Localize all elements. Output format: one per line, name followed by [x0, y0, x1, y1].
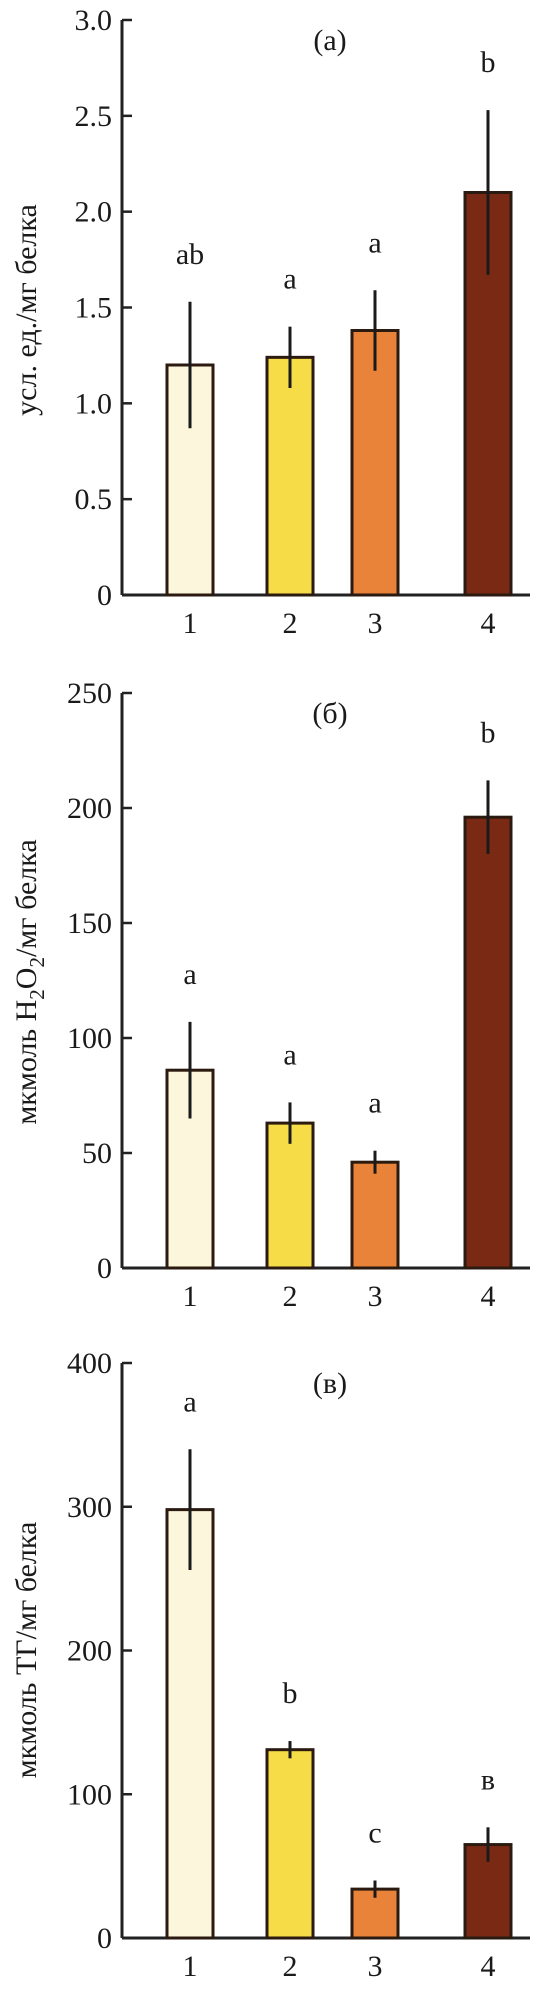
- y-tick-label: 300: [67, 1491, 112, 1524]
- significance-label: a: [368, 226, 381, 259]
- bar: [265, 355, 315, 597]
- bar: [265, 1121, 315, 1270]
- significance-label: b: [481, 46, 496, 79]
- label-part: /мг белка: [10, 839, 43, 957]
- y-tick-label: 1.0: [75, 387, 113, 420]
- y-axis-label: мкмоль H2O2/мг белка: [10, 839, 49, 1124]
- x-tick-label: 2: [283, 1950, 298, 1983]
- x-tick-label: 3: [368, 607, 383, 640]
- y-tick-label: 0: [97, 1252, 112, 1285]
- y-tick-label: 50: [82, 1137, 112, 1170]
- y-tick-label: 0.5: [75, 483, 113, 516]
- y-axis-label: усл. ед./мг белка: [10, 204, 43, 416]
- significance-label: a: [283, 263, 296, 296]
- y-tick-label: 2.5: [75, 100, 113, 133]
- bar: [350, 1160, 400, 1270]
- significance-label: a: [283, 1038, 296, 1071]
- y-tick-label: 150: [67, 907, 112, 940]
- significance-label: ab: [176, 238, 204, 271]
- significance-label: a: [183, 958, 196, 991]
- y-tick-label: 200: [67, 792, 112, 825]
- significance-label: в: [481, 1763, 495, 1796]
- y-tick-label: 0: [97, 1922, 112, 1955]
- subscript: 2: [25, 989, 49, 1000]
- y-tick-label: 200: [67, 1635, 112, 1668]
- x-tick-label: 4: [481, 1280, 496, 1313]
- bar: [265, 1748, 315, 1940]
- y-tick-label: 1.5: [75, 292, 113, 325]
- y-tick-label: 2.0: [75, 196, 113, 229]
- significance-label: b: [481, 716, 496, 749]
- x-tick-label: 1: [183, 1950, 198, 1983]
- bar: [463, 815, 513, 1270]
- x-tick-label: 1: [183, 607, 198, 640]
- significance-label: c: [368, 1817, 381, 1850]
- y-tick-label: 400: [67, 1347, 112, 1380]
- x-tick-label: 4: [481, 1950, 496, 1983]
- bar: [165, 1508, 215, 1940]
- panel-label: (б): [312, 697, 347, 730]
- bar: [463, 191, 513, 597]
- panel-label: (в): [313, 1367, 347, 1400]
- subscript: 2: [25, 957, 49, 968]
- x-tick-label: 3: [368, 1950, 383, 1983]
- x-tick-label: 2: [283, 607, 298, 640]
- x-tick-label: 2: [283, 1280, 298, 1313]
- y-tick-label: 100: [67, 1022, 112, 1055]
- x-tick-label: 3: [368, 1280, 383, 1313]
- significance-label: a: [183, 1385, 196, 1418]
- significance-label: b: [283, 1677, 298, 1710]
- bar: [165, 363, 215, 597]
- chart-panel: 0 100 200 300 400 1 2 3 4 a b c в (в) мкмоль ТГ/мг бел…: [10, 1347, 530, 1983]
- y-tick-label: 250: [67, 677, 112, 710]
- y-axis-label: мкмоль ТГ/мг белка: [10, 1522, 43, 1779]
- x-tick-label: 4: [481, 607, 496, 640]
- y-tick-label: 3.0: [75, 4, 113, 37]
- label-part: мкмоль H: [10, 1000, 43, 1125]
- y-tick-label: 100: [67, 1778, 112, 1811]
- label-part: O: [10, 968, 43, 990]
- x-tick-label: 1: [183, 1280, 198, 1313]
- panel-label: (а): [313, 24, 346, 57]
- y-tick-label: 0: [97, 579, 112, 612]
- significance-label: a: [368, 1087, 381, 1120]
